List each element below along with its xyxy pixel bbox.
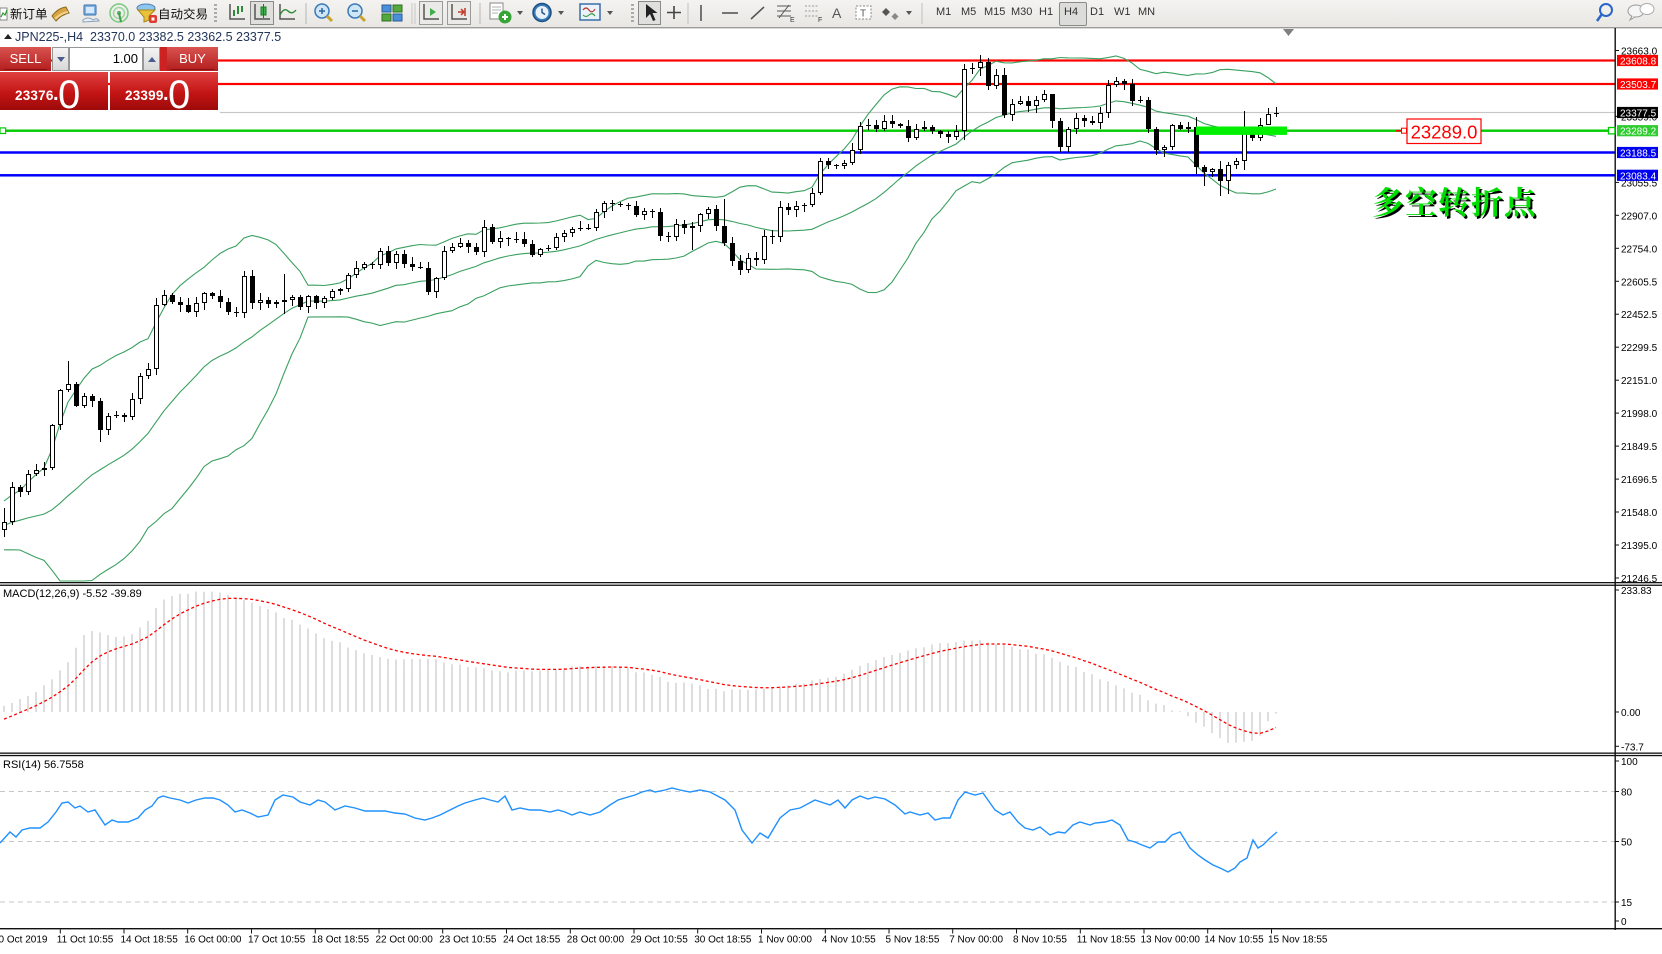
- svg-text:17 Oct 10:55: 17 Oct 10:55: [248, 935, 306, 946]
- svg-text:-73.7: -73.7: [1621, 742, 1644, 753]
- svg-text:23608.8: 23608.8: [1620, 57, 1657, 68]
- svg-text:21849.5: 21849.5: [1621, 442, 1658, 453]
- svg-text:8 Nov 10:55: 8 Nov 10:55: [1013, 935, 1067, 946]
- svg-text:10 Oct 2019: 10 Oct 2019: [0, 935, 48, 946]
- svg-text:18 Oct 18:55: 18 Oct 18:55: [312, 935, 370, 946]
- svg-text:4 Nov 10:55: 4 Nov 10:55: [822, 935, 876, 946]
- svg-text:21998.0: 21998.0: [1621, 409, 1658, 420]
- svg-text:1 Nov 00:00: 1 Nov 00:00: [758, 935, 812, 946]
- svg-text:13 Nov 00:00: 13 Nov 00:00: [1141, 935, 1201, 946]
- svg-text:23055.5: 23055.5: [1621, 178, 1658, 189]
- svg-text:RSI(14) 56.7558: RSI(14) 56.7558: [3, 759, 84, 771]
- svg-text:22605.5: 22605.5: [1621, 277, 1658, 288]
- svg-text:23377.5: 23377.5: [1620, 109, 1657, 120]
- svg-text:100: 100: [1621, 757, 1638, 768]
- svg-text:22452.5: 22452.5: [1621, 310, 1658, 321]
- svg-text:21395.0: 21395.0: [1621, 541, 1658, 552]
- svg-text:23663.0: 23663.0: [1621, 47, 1658, 58]
- svg-text:11 Oct 10:55: 11 Oct 10:55: [57, 935, 114, 946]
- svg-text:7 Nov 00:00: 7 Nov 00:00: [949, 935, 1003, 946]
- svg-text:21548.0: 21548.0: [1621, 508, 1658, 519]
- svg-text:80: 80: [1621, 788, 1633, 799]
- svg-text:E: E: [790, 17, 795, 24]
- svg-text:21246.5: 21246.5: [1621, 574, 1658, 585]
- svg-text:22907.0: 22907.0: [1621, 211, 1658, 222]
- svg-text:22 Oct 00:00: 22 Oct 00:00: [376, 935, 434, 946]
- svg-text:22151.0: 22151.0: [1621, 376, 1658, 387]
- svg-text:16 Oct 00:00: 16 Oct 00:00: [184, 935, 242, 946]
- svg-text:233.83: 233.83: [1621, 586, 1652, 597]
- svg-text:11 Nov 18:55: 11 Nov 18:55: [1077, 935, 1136, 946]
- svg-text:15 Nov 18:55: 15 Nov 18:55: [1268, 935, 1328, 946]
- svg-text:22754.0: 22754.0: [1621, 244, 1658, 255]
- svg-text:23289.0: 23289.0: [1411, 122, 1478, 143]
- svg-text:F: F: [818, 17, 822, 24]
- svg-text:22299.5: 22299.5: [1621, 343, 1658, 354]
- svg-text:T: T: [860, 9, 866, 20]
- svg-text:14 Nov 10:55: 14 Nov 10:55: [1204, 935, 1264, 946]
- svg-text:23 Oct 10:55: 23 Oct 10:55: [439, 935, 497, 946]
- svg-text:24 Oct 18:55: 24 Oct 18:55: [503, 935, 561, 946]
- svg-text:23503.7: 23503.7: [1620, 80, 1657, 91]
- svg-text:14 Oct 18:55: 14 Oct 18:55: [121, 935, 179, 946]
- svg-text:A: A: [832, 5, 842, 21]
- svg-text:28 Oct 00:00: 28 Oct 00:00: [567, 935, 625, 946]
- svg-text:29 Oct 10:55: 29 Oct 10:55: [631, 935, 689, 946]
- svg-text:5 Nov 18:55: 5 Nov 18:55: [886, 935, 940, 946]
- svg-text:0: 0: [1621, 917, 1627, 928]
- svg-text:23188.5: 23188.5: [1620, 149, 1657, 160]
- svg-text:23289.2: 23289.2: [1620, 127, 1657, 138]
- svg-text:MACD(12,26,9) -5.52 -39.89: MACD(12,26,9) -5.52 -39.89: [3, 588, 142, 600]
- svg-text:30 Oct 18:55: 30 Oct 18:55: [694, 935, 752, 946]
- svg-text:21696.5: 21696.5: [1621, 475, 1658, 486]
- svg-text:15: 15: [1621, 898, 1633, 909]
- svg-text:50: 50: [1621, 838, 1633, 849]
- svg-text:23083.4: 23083.4: [1620, 171, 1657, 182]
- svg-text:0.00: 0.00: [1621, 708, 1641, 719]
